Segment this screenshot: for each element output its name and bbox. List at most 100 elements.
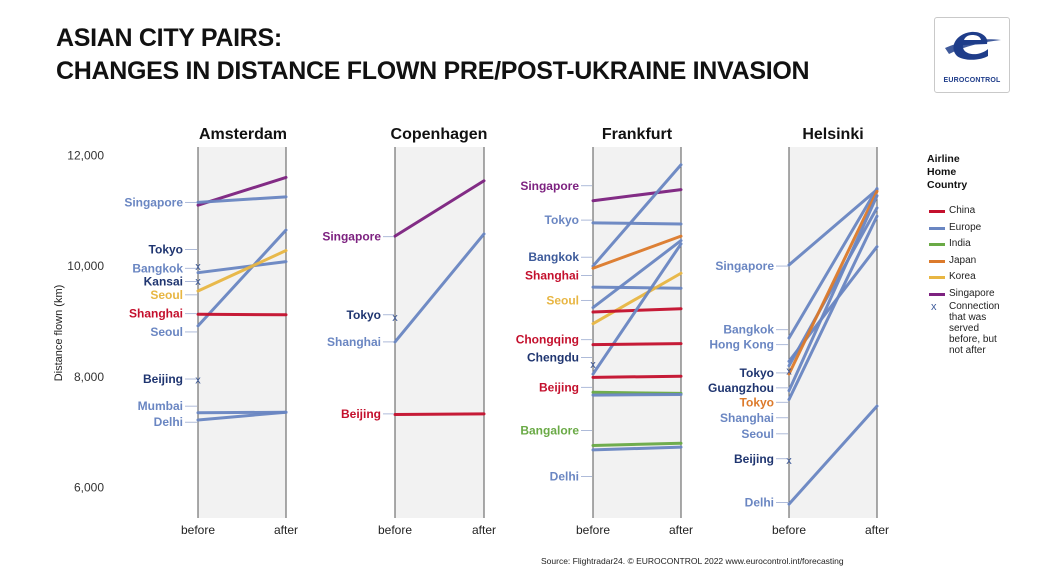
legend-swatch: [929, 292, 945, 296]
series-label: Bangkok: [132, 261, 183, 275]
series-label: Beijing: [734, 452, 774, 466]
series-label: Delhi: [550, 469, 579, 483]
x-tick-label: after: [274, 523, 298, 537]
series-label: Shanghai: [327, 335, 381, 349]
series-label: Delhi: [745, 495, 774, 509]
series-label: Bangkok: [528, 250, 579, 264]
series-label: Guangzhou: [708, 381, 774, 395]
x-tick-label: before: [576, 523, 610, 537]
series-line-japan: [787, 189, 879, 376]
series-label: Shanghai: [129, 307, 183, 321]
legend-swatch: [929, 276, 945, 279]
panel-band: [593, 147, 681, 518]
series-label: Seoul: [546, 293, 579, 307]
y-tick-label: 6,000: [74, 481, 104, 495]
panel-title: Copenhagen: [391, 126, 488, 143]
series-label: Chongqing: [516, 333, 579, 347]
series-label: Bangkok: [723, 323, 774, 337]
legend-title: Airline Home Country: [927, 153, 968, 191]
legend-swatch: [929, 226, 945, 230]
series-label: Tokyo: [347, 308, 381, 322]
series-line-europe: [196, 195, 288, 204]
series-line-europe: [591, 285, 683, 290]
series-line-europe: [591, 239, 683, 310]
series-line-europe: [787, 206, 879, 368]
legend-swatch: [929, 243, 945, 246]
legend-label: Korea: [949, 271, 976, 282]
series-line-europe: [787, 187, 879, 340]
series-label: Tokyo: [545, 213, 579, 227]
series-line-europe: [787, 404, 879, 506]
series-label: Tokyo: [740, 395, 774, 409]
x-marker: x: [392, 312, 398, 324]
series-line-europe: [787, 194, 879, 393]
x-tick-label: before: [772, 523, 806, 537]
series-label: Singapore: [520, 179, 579, 193]
series-label: Delhi: [154, 415, 183, 429]
series-line-europe: [393, 232, 486, 344]
series-line-india: [591, 441, 683, 447]
x-tick-label: after: [472, 523, 496, 537]
legend-swatch: [929, 259, 945, 263]
x-marker: x: [195, 261, 201, 273]
x-tick-label: after: [865, 523, 889, 537]
series-label: Beijing: [143, 372, 183, 386]
legend-label: Singapore: [949, 287, 995, 299]
series-label: Seoul: [741, 427, 774, 441]
series-label: Chengdu: [527, 350, 579, 364]
y-axis-label: Distance flown (km): [53, 285, 65, 382]
y-tick-label: 12,000: [67, 148, 104, 162]
panel-title: Amsterdam: [199, 126, 287, 143]
series-label: Singapore: [322, 230, 381, 244]
logo-text: EUROCONTROL: [943, 77, 1001, 84]
series-line-europe: [591, 221, 683, 226]
series-label: Hong Kong: [709, 338, 774, 352]
series-line-europe: [787, 214, 879, 402]
source-note: Source: Flightradar24. © EUROCONTROL 202…: [541, 556, 844, 566]
series-line-china: [393, 412, 486, 416]
series-label: Singapore: [715, 259, 774, 273]
series-label: Beijing: [539, 380, 579, 394]
series-line-europe: [591, 163, 683, 268]
legend-label: Europe: [949, 221, 982, 233]
chart-title-line-2: CHANGES IN DISTANCE FLOWN PRE/POST-UKRAI…: [56, 57, 810, 85]
panel-band: [395, 147, 484, 518]
series-label: Tokyo: [149, 242, 183, 256]
series-label: Kansai: [144, 275, 183, 289]
legend-swatch: [929, 210, 945, 213]
series-line-china: [591, 374, 683, 379]
x-tick-label: before: [378, 523, 412, 537]
eurocontrol-logo: EUROCONTROL: [934, 17, 1010, 93]
series-line-singapore: [393, 179, 486, 238]
series-label: Shanghai: [525, 268, 579, 282]
chart-title-line-1: ASIAN CITY PAIRS:: [56, 24, 282, 52]
x-marker: x: [195, 375, 201, 387]
eurocontrol-logo-icon: [945, 31, 1001, 60]
series-line-europe: [196, 228, 288, 328]
y-tick-label: 10,000: [67, 259, 104, 273]
series-line-europe: [591, 445, 683, 452]
legend-marker-label: Connection that was served before, but n…: [949, 301, 1000, 356]
series-label: Bangalore: [520, 424, 579, 438]
series-label: Mumbai: [138, 399, 183, 413]
panel-band: [198, 147, 286, 518]
series-line-europe: [196, 260, 288, 275]
legend-label: Japan: [949, 254, 977, 266]
x-tick-label: before: [181, 523, 215, 537]
series-label: Shanghai: [720, 411, 774, 425]
x-marker: x: [195, 276, 201, 288]
y-tick-label: 8,000: [74, 370, 104, 384]
series-line-europe: [591, 393, 683, 397]
x-marker: x: [786, 455, 792, 467]
series-line-europe: [787, 188, 879, 267]
series-label: Seoul: [150, 325, 183, 339]
series-line-europe: [196, 410, 288, 422]
series-line-korea: [591, 271, 683, 326]
panel-title: Helsinki: [802, 126, 863, 143]
x-marker-icon: x: [931, 301, 937, 313]
x-marker: x: [786, 366, 792, 378]
x-marker: x: [590, 359, 596, 371]
legend-label: China: [949, 205, 976, 216]
panel-title: Frankfurt: [602, 126, 673, 143]
